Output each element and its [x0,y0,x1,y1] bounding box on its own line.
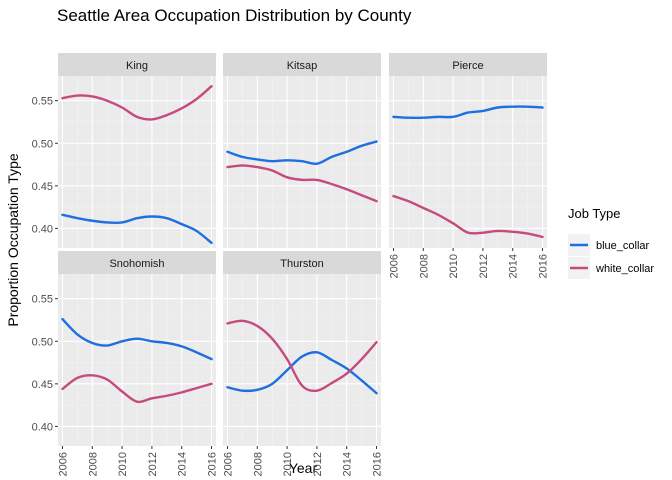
y-tick-label: 0.40 [32,421,53,433]
x-tick-label: 2014 [177,452,189,476]
x-tick-label: 2014 [342,452,354,476]
x-tick-label: 2016 [207,452,219,476]
x-axis-title: Year [289,460,318,476]
facet-strip [58,53,216,76]
x-tick-label: 2008 [418,254,430,278]
y-tick-label: 0.50 [32,336,53,348]
facet-panel-thurston: Thurston 2006 2008 2010 2012 2014 2016 [222,251,384,476]
series-line-white-collar [392,194,544,239]
series-line-blue-collar [392,105,544,120]
y-tick-label: 0.55 [32,294,53,306]
facet-strip-label: Snohomish [109,258,164,270]
facet-panel-pierce: Pierce 2006 2008 2010 2012 2014 2016 [388,53,550,278]
x-tick-label: 2006 [388,254,400,278]
series-line-white-collar [61,374,213,404]
facet-panel-king: King 0.40 0.45 0.50 0.55 [32,53,216,248]
x-tick-label: 2012 [478,254,490,278]
x-tick-label: 2016 [538,254,550,278]
series-line-blue-collar [61,317,213,361]
x-tick-label: 2010 [117,452,129,476]
legend-label: white_collar [595,263,654,275]
facet-panels: King 0.40 0.45 0.50 0.55 Kitsap Pierce 2006 2008… [32,53,550,476]
series-line-blue-collar [226,140,378,166]
facet-strip [223,251,381,274]
x-tick-label: 2006 [222,452,234,476]
legend-label: blue_collar [596,240,650,252]
x-tick-label: 2010 [282,452,294,476]
x-tick-label: 2014 [508,254,520,278]
facet-strip [223,53,381,76]
series-line-white-collar [226,164,378,203]
legend: Job Type blue_collar white_collar [568,206,654,279]
facet-strip-label: Thurston [280,258,323,270]
facet-strip [58,251,216,274]
facet-strip-label: King [126,60,148,72]
y-tick-label: 0.45 [32,181,53,193]
y-tick-label: 0.55 [32,96,53,108]
facet-panel-kitsap: Kitsap [223,53,381,248]
x-tick-label: 2012 [147,452,159,476]
y-tick-label: 0.50 [32,138,53,150]
x-tick-label: 2008 [87,452,99,476]
y-tick-label: 0.40 [32,223,53,235]
facet-strip-label: Pierce [452,60,483,72]
x-tick-label: 2016 [372,452,384,476]
x-tick-label: 2010 [448,254,460,278]
facet-strip-label: Kitsap [287,60,318,72]
facet-panel-snohomish: Snohomish 0.40 0.45 0.50 0.55 2006 2008 2010 201… [32,251,219,476]
series-line-blue-collar [61,213,213,245]
x-tick-label: 2012 [312,452,324,476]
legend-title: Job Type [568,206,621,221]
series-line-white-collar [61,85,213,121]
facet-strip [389,53,547,76]
series-line-white-collar [226,319,378,392]
y-axis-title: Proportion Occupation Type [5,153,21,327]
x-tick-label: 2006 [57,452,69,476]
x-tick-label: 2008 [252,452,264,476]
chart-title: Seattle Area Occupation Distribution by … [57,6,412,25]
series-line-blue-collar [226,351,378,395]
y-tick-label: 0.45 [32,379,53,391]
